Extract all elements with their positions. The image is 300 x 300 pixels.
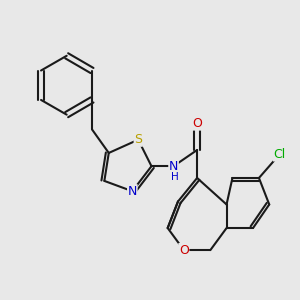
Text: O: O	[192, 117, 202, 130]
Text: N: N	[169, 160, 178, 173]
Text: H: H	[171, 172, 179, 182]
Text: S: S	[134, 133, 142, 146]
Text: Cl: Cl	[273, 148, 286, 161]
Text: O: O	[179, 244, 189, 256]
Text: N: N	[128, 185, 137, 198]
